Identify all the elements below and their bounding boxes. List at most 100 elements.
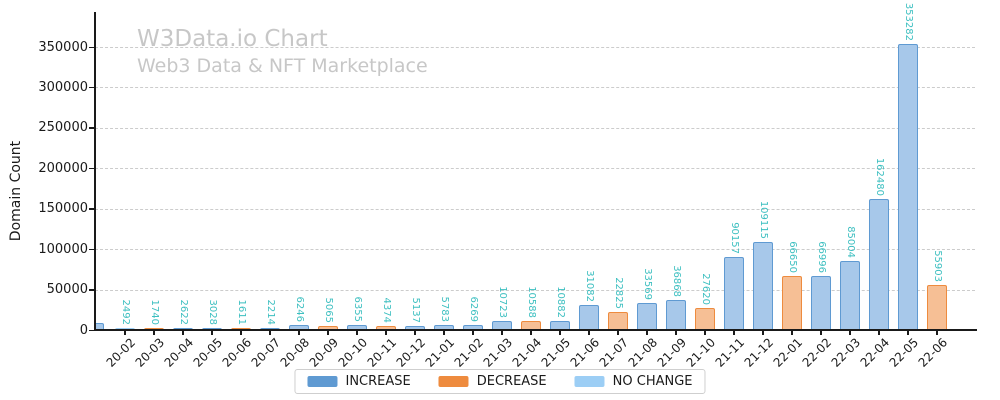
bar: [927, 284, 947, 330]
x-tick-label: 20-12: [393, 335, 429, 370]
bar: [840, 261, 860, 330]
legend: INCREASE DECREASE NO CHANGE: [294, 369, 706, 394]
bar: [869, 198, 889, 330]
bar-value-label: 353282: [903, 3, 914, 42]
bar-value-label: 109115: [758, 200, 769, 239]
x-tick-label: 22-06: [915, 335, 951, 370]
x-tick: [269, 331, 271, 335]
bar: [637, 302, 657, 330]
x-tick-label: 21-07: [596, 335, 632, 370]
x-tick-label: 21-04: [509, 335, 545, 370]
x-tick-label: 22-03: [828, 335, 864, 370]
bar-value-label: 1740: [149, 299, 160, 325]
x-tick: [762, 331, 764, 335]
y-axis-label: Domain Count: [8, 140, 24, 242]
y-tick: [89, 167, 94, 170]
y-tick-label: 0: [79, 322, 88, 338]
x-tick-label: 20-07: [248, 335, 284, 370]
legend-item-no_change: NO CHANGE: [574, 374, 693, 389]
legend-swatch-increase: [307, 376, 338, 387]
bar-value-label: 90157: [729, 222, 740, 255]
legend-label-decrease: DECREASE: [476, 374, 547, 389]
bar-value-label: 2492: [120, 299, 131, 325]
y-tick-label: 250000: [38, 120, 88, 136]
bar: [463, 324, 483, 330]
x-tick: [588, 331, 590, 335]
y-axis-line: [94, 12, 96, 331]
bar: [608, 311, 628, 330]
chart-subtitle: Web3 Data & NFT Marketplace: [137, 55, 428, 77]
bar: [115, 327, 135, 330]
bar: [318, 325, 338, 330]
bar-value-label: 10588: [526, 286, 537, 319]
clipped-first-bar: [95, 323, 104, 330]
y-tick: [89, 86, 94, 89]
gridline: [95, 47, 975, 48]
y-tick-label: 150000: [38, 201, 88, 217]
x-tick: [501, 331, 503, 335]
bar-value-label: 4374: [381, 298, 392, 324]
x-tick: [675, 331, 677, 335]
bar-value-label: 1611: [236, 299, 247, 325]
y-tick: [89, 289, 94, 291]
x-tick-label: 22-05: [886, 335, 922, 370]
bar: [782, 276, 802, 330]
bar-value-label: 5137: [410, 297, 421, 323]
gridline: [95, 168, 975, 170]
chart-title: W3Data.io Chart: [137, 26, 328, 52]
x-tick: [849, 331, 851, 335]
x-axis-line: [94, 329, 977, 331]
legend-label-no_change: NO CHANGE: [612, 374, 693, 389]
bar-value-label: 5065: [323, 297, 334, 323]
legend-label-increase: INCREASE: [345, 374, 411, 389]
bar: [521, 321, 541, 330]
bar: [202, 327, 222, 330]
bar: [724, 257, 744, 330]
bar-value-label: 66996: [816, 241, 827, 273]
bar: [289, 324, 309, 330]
y-tick: [89, 46, 94, 48]
bar: [579, 304, 599, 330]
x-tick-label: 21-05: [538, 335, 574, 370]
legend-swatch-decrease: [438, 376, 469, 387]
x-tick: [907, 331, 909, 335]
x-tick-label: 21-09: [654, 335, 690, 370]
x-tick: [298, 331, 300, 335]
bar-value-label: 2214: [265, 299, 276, 325]
x-tick: [414, 331, 416, 335]
bar-value-label: 2622: [178, 299, 189, 325]
x-tick: [153, 331, 155, 335]
x-tick: [704, 331, 706, 335]
x-tick-label: 20-04: [161, 335, 197, 370]
y-tick-label: 350000: [38, 39, 88, 55]
x-tick: [385, 331, 387, 335]
x-tick-label: 20-08: [277, 335, 313, 370]
bar-value-label: 6246: [294, 296, 305, 322]
x-tick-label: 21-02: [451, 335, 487, 370]
x-tick: [878, 331, 880, 335]
x-tick-label: 21-08: [625, 335, 661, 370]
bar-value-label: 66650: [787, 241, 798, 274]
x-tick-label: 21-11: [712, 335, 748, 370]
bar-value-label: 85004: [845, 226, 856, 259]
bar-value-label: 5783: [439, 296, 450, 323]
bar: [347, 324, 367, 330]
bar: [173, 327, 193, 330]
x-tick-label: 20-02: [103, 335, 139, 370]
x-tick: [211, 331, 213, 335]
bar-value-label: 10882: [555, 286, 566, 319]
gridline: [95, 87, 975, 89]
y-tick: [89, 127, 94, 129]
bar-value-label: 22825: [613, 276, 624, 309]
x-tick-label: 22-02: [799, 335, 835, 370]
x-tick: [617, 331, 619, 335]
legend-swatch-no_change: [574, 376, 605, 387]
gridline: [95, 127, 975, 129]
bar: [434, 325, 454, 330]
y-tick: [89, 329, 94, 331]
bar: [405, 325, 425, 330]
x-tick-label: 20-06: [219, 335, 255, 370]
x-tick: [733, 331, 735, 335]
x-tick-label: 21-03: [480, 335, 516, 370]
